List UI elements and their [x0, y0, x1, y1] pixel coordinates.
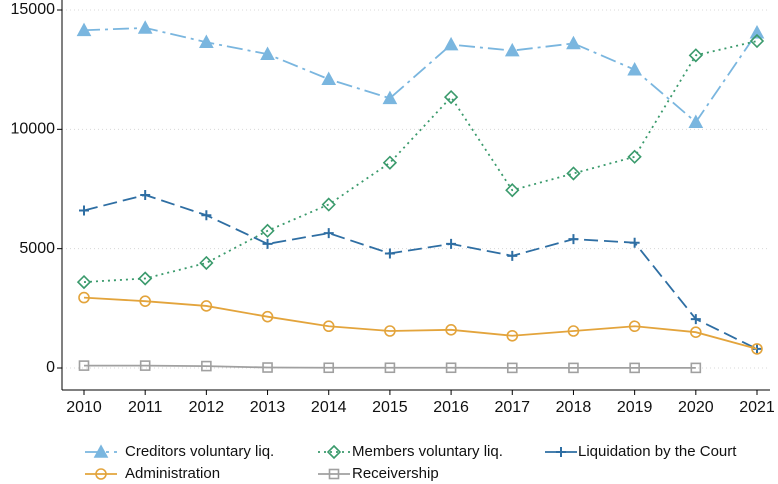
- marker: [445, 324, 457, 336]
- y-tick-label: 10000: [11, 121, 56, 138]
- marker: [76, 22, 92, 37]
- marker: [627, 149, 642, 164]
- marker: [199, 255, 214, 271]
- marker: [201, 210, 212, 221]
- y-tick-label: 5000: [19, 240, 55, 257]
- legend-label: Administration: [125, 465, 220, 482]
- marker: [446, 238, 457, 249]
- marker: [688, 114, 704, 128]
- marker: [443, 89, 459, 105]
- marker: [507, 250, 518, 261]
- marker: [262, 362, 273, 373]
- legend-marker: [95, 468, 107, 480]
- marker: [382, 155, 398, 170]
- x-tick-label: 2013: [250, 399, 286, 416]
- marker: [627, 61, 642, 76]
- series-line: [83, 296, 758, 350]
- series-line: [83, 194, 758, 350]
- marker: [79, 205, 89, 216]
- series-line: [83, 40, 758, 283]
- marker: [260, 46, 275, 60]
- marker: [749, 25, 765, 39]
- x-tick-label: 2011: [128, 399, 163, 416]
- y-tick-label: 0: [46, 359, 55, 376]
- marker: [566, 166, 581, 181]
- legend-label: Creditors voluntary liq.: [125, 443, 274, 460]
- marker: [566, 35, 581, 50]
- x-tick-label: 2015: [372, 399, 408, 416]
- marker: [690, 314, 701, 325]
- marker: [78, 291, 90, 304]
- marker: [262, 238, 273, 249]
- x-tick-label: 2019: [617, 399, 653, 416]
- marker: [629, 362, 640, 374]
- marker: [506, 362, 518, 374]
- marker: [137, 20, 153, 34]
- marker: [76, 274, 92, 290]
- series-line: [84, 364, 696, 369]
- marker: [382, 90, 398, 105]
- x-tick-label: 2018: [556, 399, 592, 416]
- marker: [445, 362, 457, 374]
- marker: [200, 300, 213, 312]
- marker: [139, 295, 151, 307]
- marker: [322, 320, 335, 333]
- x-tick-label: 2020: [678, 399, 714, 416]
- marker: [690, 362, 702, 374]
- marker: [138, 271, 153, 286]
- marker: [506, 329, 519, 342]
- marker: [201, 360, 212, 372]
- marker: [384, 362, 396, 374]
- series-line: [83, 26, 758, 124]
- marker: [323, 228, 334, 239]
- x-tick-label: 2017: [494, 399, 530, 416]
- marker: [568, 234, 579, 245]
- legend-label: Receivership: [352, 465, 439, 482]
- marker: [140, 189, 151, 200]
- marker: [690, 326, 702, 339]
- marker: [78, 360, 90, 371]
- x-tick-label: 2012: [189, 399, 225, 416]
- legend-marker: [556, 447, 566, 457]
- y-tick-label: 15000: [11, 1, 56, 18]
- legend-label: Liquidation by the Court: [578, 443, 737, 460]
- marker: [505, 183, 520, 198]
- legend-marker: [328, 468, 340, 480]
- marker: [199, 34, 214, 49]
- marker: [321, 197, 336, 212]
- marker: [567, 325, 580, 337]
- marker: [751, 343, 763, 355]
- marker: [139, 360, 151, 371]
- marker: [504, 42, 520, 57]
- marker: [260, 223, 275, 238]
- marker: [688, 48, 703, 63]
- marker: [321, 71, 337, 86]
- marker: [568, 362, 579, 374]
- x-tick-label: 2014: [311, 399, 347, 416]
- marker: [443, 36, 459, 51]
- marker: [749, 33, 765, 49]
- x-tick-label: 2016: [433, 399, 469, 416]
- legend-label: Members voluntary liq.: [352, 443, 503, 460]
- marker: [629, 237, 640, 248]
- marker: [384, 248, 395, 259]
- legend-marker: [326, 444, 342, 460]
- x-tick-label: 2021: [739, 399, 775, 416]
- marker: [384, 325, 396, 337]
- marker: [261, 310, 274, 323]
- marker: [628, 320, 641, 333]
- x-tick-label: 2010: [66, 399, 102, 416]
- marker: [323, 362, 335, 374]
- legend-marker: [93, 444, 109, 458]
